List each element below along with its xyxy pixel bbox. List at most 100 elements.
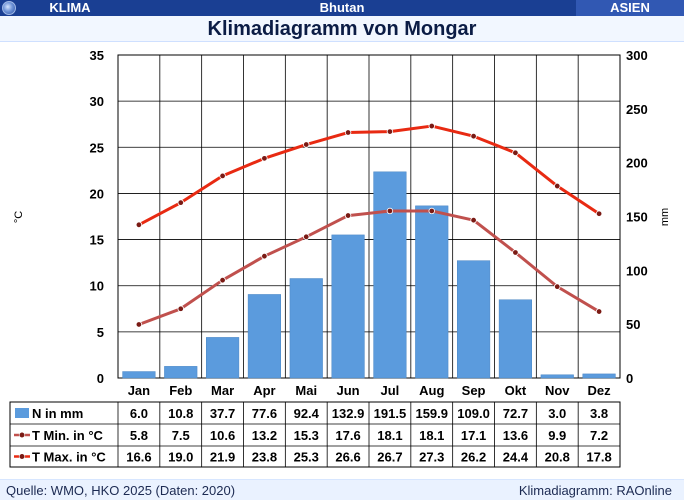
data-label: 19.0 xyxy=(168,450,193,465)
data-label: 25.3 xyxy=(294,450,319,465)
source-note: Quelle: WMO, HKO 2025 (Daten: 2020) xyxy=(6,483,236,498)
data-label: 159.9 xyxy=(415,406,448,421)
tmax-point xyxy=(386,128,394,135)
data-label: 10.6 xyxy=(210,428,235,443)
tmin-point xyxy=(386,207,394,215)
data-label: 72.7 xyxy=(503,406,528,421)
right-tick-label: 0 xyxy=(626,371,633,386)
x-tick-label: Okt xyxy=(505,383,527,398)
data-label: 23.8 xyxy=(252,450,277,465)
data-label: 7.5 xyxy=(172,428,190,443)
right-tick-label: 300 xyxy=(626,48,648,63)
legend-entry: N in mm xyxy=(32,406,83,421)
data-label: 37.7 xyxy=(210,406,235,421)
tmax-point xyxy=(554,182,561,190)
right-tick-label: 250 xyxy=(626,102,648,117)
legend-entry: T Max. in °C xyxy=(32,450,106,465)
data-label: 132.9 xyxy=(332,406,365,421)
data-label: 17.1 xyxy=(461,428,486,443)
precipitation-bar xyxy=(415,205,449,379)
data-label: 109.0 xyxy=(457,406,490,421)
left-tick-label: 15 xyxy=(90,233,104,248)
precipitation-bar xyxy=(164,366,198,379)
tmin-point xyxy=(177,305,184,312)
tmin-point xyxy=(344,212,352,219)
data-label: 9.9 xyxy=(548,428,566,443)
region-box xyxy=(576,0,684,16)
precipitation-bar xyxy=(373,171,407,379)
data-label: 92.4 xyxy=(294,406,320,421)
left-axis-label: °C xyxy=(13,211,25,223)
category-label: KLIMA xyxy=(49,0,91,15)
chart-title: Klimadiagramm von Mongar xyxy=(207,18,477,40)
precipitation-bar xyxy=(289,278,323,379)
precipitation-bar xyxy=(331,234,365,379)
precipitation-bar xyxy=(122,371,156,379)
tmax-line xyxy=(138,124,600,227)
x-tick-label: Mai xyxy=(295,383,317,398)
left-tick-label: 10 xyxy=(90,279,104,294)
tmin-point xyxy=(554,283,561,290)
data-label: 17.8 xyxy=(586,450,611,465)
x-tick-label: Feb xyxy=(169,383,192,398)
data-label: 26.7 xyxy=(377,450,402,465)
data-label: 3.0 xyxy=(548,406,566,421)
tmin-point xyxy=(470,216,477,224)
tmax-point xyxy=(219,172,226,180)
data-label: 7.2 xyxy=(590,428,608,443)
left-tick-label: 35 xyxy=(90,48,104,63)
x-tick-label: Jan xyxy=(128,383,150,398)
tmin-point xyxy=(303,233,310,241)
tmax-point xyxy=(344,129,352,136)
x-tick-label: Apr xyxy=(253,383,275,398)
data-label: 21.9 xyxy=(210,450,235,465)
x-tick-label: Nov xyxy=(545,383,570,398)
tmax-point xyxy=(303,141,310,148)
title-bar: Klimadiagramm von Mongar xyxy=(0,16,684,42)
globe-icon xyxy=(2,1,16,15)
tmin-point xyxy=(135,321,143,328)
tmax-point xyxy=(177,199,184,206)
climate-chart: 0 5 10 15 20 25 30 35 0 50 100 150 200 250 300 °C mm Jan F… xyxy=(9,48,671,468)
data-label: 77.6 xyxy=(252,406,277,421)
left-tick-label: 5 xyxy=(97,325,104,340)
x-tick-label: Sep xyxy=(462,383,486,398)
tmax-point xyxy=(261,155,268,162)
data-label: 3.8 xyxy=(590,406,608,421)
tmin-point xyxy=(428,207,435,215)
x-tick-label: Aug xyxy=(419,383,444,398)
tmax-point xyxy=(595,210,603,217)
region-label: ASIEN xyxy=(610,0,650,15)
tmax-point xyxy=(428,122,435,130)
precipitation-bar xyxy=(498,299,532,379)
country-label: Bhutan xyxy=(319,0,365,15)
precipitation-bar xyxy=(247,294,281,379)
data-label: 18.1 xyxy=(419,428,444,443)
tmax-point xyxy=(135,221,143,229)
x-tick-label: Dez xyxy=(588,383,612,398)
tmin-point xyxy=(512,249,519,256)
left-tick-label: 20 xyxy=(90,186,104,201)
legend-entry: T Min. in °C xyxy=(32,428,104,443)
top-bar: KLIMA Bhutan ASIEN xyxy=(0,0,684,16)
data-label: 15.3 xyxy=(294,428,319,443)
tmin-point xyxy=(219,276,226,284)
precipitation-bar xyxy=(582,373,616,379)
data-label: 26.2 xyxy=(461,450,486,465)
tmin-line xyxy=(138,209,600,326)
left-tick-label: 25 xyxy=(90,140,104,155)
data-label: 16.6 xyxy=(126,450,151,465)
right-tick-label: 100 xyxy=(626,263,648,278)
x-tick-label: Mar xyxy=(211,383,234,398)
footer: Quelle: WMO, HKO 2025 (Daten: 2020) Klim… xyxy=(0,479,684,500)
tmin-point xyxy=(595,308,603,315)
x-tick-label: Jun xyxy=(337,383,360,398)
right-tick-label: 50 xyxy=(626,317,640,332)
credit-note: Klimadiagramm: RAOnline xyxy=(518,483,672,498)
legend-marker xyxy=(18,431,26,439)
data-label: 13.2 xyxy=(252,428,277,443)
left-tick-label: 0 xyxy=(97,371,104,386)
data-label: 18.1 xyxy=(377,428,402,443)
data-label: 6.0 xyxy=(130,406,148,421)
tmax-point xyxy=(470,133,477,140)
